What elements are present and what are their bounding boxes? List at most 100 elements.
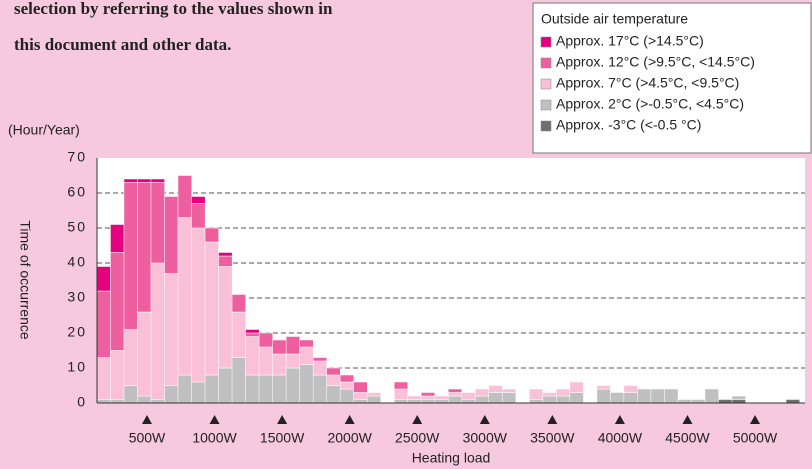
bar-segment — [461, 392, 476, 400]
y-unit-label: (Hour/Year) — [8, 122, 80, 138]
x-tick-label: 500W — [129, 430, 166, 446]
bar-segment — [596, 388, 611, 404]
bar-segment — [366, 392, 382, 397]
bar-segment — [529, 399, 544, 404]
legend-swatch — [540, 120, 552, 132]
bar-segment — [610, 392, 625, 404]
bar-segment — [407, 399, 422, 404]
x-tick-label: 3000W — [463, 430, 508, 446]
bar-segment — [245, 332, 260, 337]
body-text: selection by referring to the values sho… — [14, 0, 333, 18]
bar-segment — [272, 374, 287, 404]
bar-segment — [326, 374, 341, 386]
bar-segment — [393, 388, 409, 400]
body-text: this document and other data. — [14, 35, 231, 54]
bar-segment — [177, 217, 192, 376]
bar-segment — [542, 395, 557, 404]
legend-title: Outside air temperature — [541, 11, 688, 27]
y-tick-label: 30 — [67, 289, 87, 305]
bar-segment — [150, 178, 165, 183]
bar-segment — [529, 388, 544, 400]
x-tick-marker — [547, 415, 558, 424]
bar-segment — [623, 385, 638, 393]
x-axis-label: Heating load — [412, 450, 491, 466]
bar-segment — [339, 381, 355, 390]
bar-segment — [420, 399, 436, 404]
bar-segment — [569, 381, 584, 393]
legend-label: Approx. 2°C (>-0.5°C, <4.5°C) — [556, 96, 744, 112]
bar-segment — [137, 395, 152, 404]
x-tick-marker — [614, 415, 625, 424]
legend-label: Approx. 7°C (>4.5°C, <9.5°C) — [556, 75, 739, 91]
legend-swatch — [540, 99, 552, 111]
bar-segment — [96, 357, 111, 400]
bar-segment — [407, 395, 422, 400]
x-tick-marker — [479, 415, 490, 424]
bar-segment — [272, 339, 287, 355]
bar-segment — [272, 353, 287, 376]
y-tick-label: 10 — [67, 359, 87, 375]
bar-segment — [353, 399, 368, 404]
bar-segment — [488, 392, 503, 404]
bar-segment — [475, 395, 490, 404]
bar-segment — [677, 399, 692, 404]
x-tick-label: 4000W — [598, 430, 643, 446]
bar-segment — [218, 252, 233, 257]
bar-segment — [110, 399, 125, 404]
bar-segment — [150, 182, 165, 264]
bar-segment — [339, 388, 355, 404]
bar-segment — [312, 374, 327, 404]
bar-segment — [785, 399, 800, 404]
bar-segment — [623, 392, 638, 404]
bar-segment — [96, 266, 111, 292]
bar-segment — [542, 392, 557, 397]
bar-segment — [502, 392, 517, 404]
bar-segment — [461, 399, 476, 404]
x-tick-marker — [344, 415, 355, 424]
bar-segment — [204, 227, 219, 243]
legend-swatch — [540, 78, 552, 90]
x-tick-marker — [412, 415, 423, 424]
bar-segment — [285, 353, 300, 369]
bar-segment — [556, 388, 571, 397]
bar-segment — [123, 178, 138, 183]
bar-segment — [218, 266, 233, 369]
bar-segment — [569, 392, 584, 404]
bar-segment — [447, 388, 463, 393]
bar-segment — [258, 332, 273, 348]
bar-segment — [393, 381, 409, 390]
bar-segment — [123, 182, 138, 330]
bar-segment — [96, 290, 111, 358]
x-tick-label: 5000W — [733, 430, 778, 446]
x-tick-marker — [750, 415, 761, 424]
bar-segment — [245, 374, 260, 404]
bar-segment — [718, 399, 733, 404]
bar-segment — [137, 178, 152, 183]
bar-segment — [731, 399, 746, 404]
bar-segment — [245, 329, 260, 334]
bar-segment — [447, 395, 463, 404]
bar-segment — [488, 385, 503, 393]
y-tick-label: 0 — [77, 394, 87, 410]
bar-segment — [637, 388, 652, 404]
bar-segment — [420, 392, 436, 397]
x-tick-marker — [277, 415, 288, 424]
bar-segment — [164, 385, 179, 404]
bar-segment — [218, 255, 233, 267]
bar-segment — [110, 252, 125, 351]
bar-segment — [596, 385, 611, 390]
legend-swatch — [540, 57, 552, 69]
bar-segment — [123, 385, 138, 404]
bar-segment — [475, 388, 490, 397]
bar-segment — [339, 374, 355, 383]
bar-segment — [704, 388, 719, 404]
bar-segment — [231, 357, 246, 404]
bar-segment — [204, 241, 219, 376]
bar-segment — [285, 367, 300, 404]
bar-segment — [731, 395, 746, 400]
y-tick-label: 70 — [67, 149, 87, 165]
bar-segment — [299, 339, 314, 348]
legend-box — [532, 2, 812, 154]
x-tick-label: 2500W — [395, 430, 440, 446]
bar-segment — [218, 367, 233, 404]
